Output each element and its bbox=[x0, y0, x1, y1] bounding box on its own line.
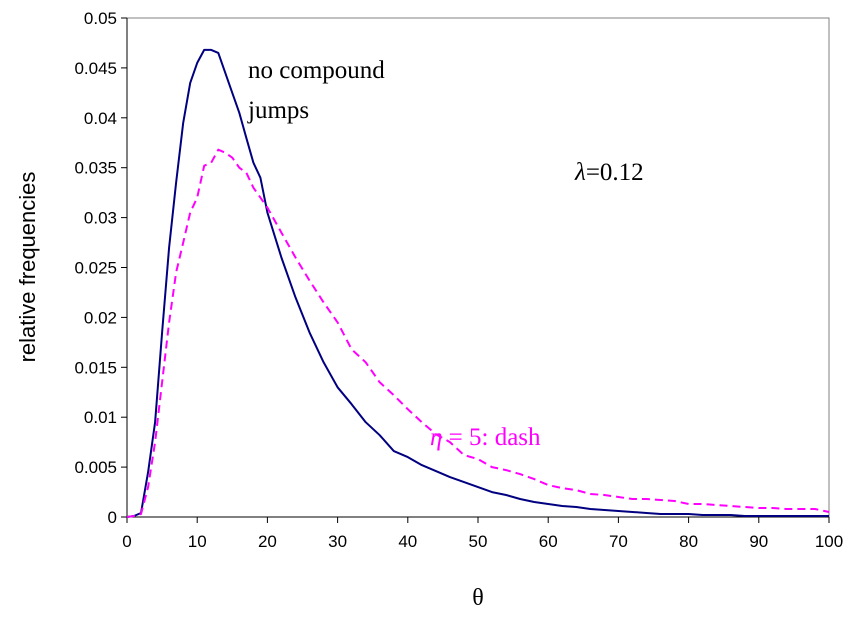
y-tick-label: 0.035 bbox=[74, 159, 117, 178]
y-tick-label: 0 bbox=[108, 508, 117, 527]
series-line-2 bbox=[126, 148, 830, 518]
x-tick-label: 90 bbox=[749, 532, 768, 551]
x-tick-label: 50 bbox=[469, 532, 488, 551]
y-tick-label: 0.045 bbox=[74, 59, 117, 78]
annotation-no-compound-line2: jumps bbox=[247, 97, 309, 124]
x-tick-label: 30 bbox=[328, 532, 347, 551]
series-line-1 bbox=[126, 48, 829, 518]
annotation-no-compound-line1: no compound bbox=[248, 57, 385, 84]
series-layer bbox=[126, 48, 830, 518]
y-ticks: 0 0.005 0.01 0.015 0.02 0.025 0.03 0.035 0.04 0.0… bbox=[74, 9, 127, 527]
y-tick-label: 0.025 bbox=[74, 259, 117, 278]
x-tick-label: 40 bbox=[398, 532, 417, 551]
annotation-eta-symbol: η bbox=[430, 424, 442, 451]
x-axis-title: θ bbox=[472, 585, 484, 611]
annotation-eta-text: = 5: dash bbox=[442, 424, 541, 451]
annotation-lambda-symbol: λ bbox=[574, 159, 586, 186]
annotation-lambda: λ=0.12 bbox=[574, 159, 644, 186]
x-tick-label: 10 bbox=[188, 532, 207, 551]
y-tick-label: 0.015 bbox=[74, 358, 117, 377]
y-axis-title: relative frequencies bbox=[15, 172, 40, 363]
y-tick-label: 0.05 bbox=[84, 9, 117, 28]
x-tick-label: 100 bbox=[815, 532, 843, 551]
y-tick-label: 0.04 bbox=[84, 109, 117, 128]
annotation-lambda-value: =0.12 bbox=[586, 159, 644, 186]
x-tick-label: 0 bbox=[122, 532, 131, 551]
x-ticks: 0 10 20 30 40 50 60 70 80 90 100 bbox=[122, 517, 843, 551]
y-tick-label: 0.01 bbox=[84, 408, 117, 427]
y-tick-label: 0.005 bbox=[74, 458, 117, 477]
x-tick-label: 70 bbox=[609, 532, 628, 551]
x-tick-label: 20 bbox=[258, 532, 277, 551]
x-tick-label: 60 bbox=[539, 532, 558, 551]
annotation-eta: η = 5: dash bbox=[430, 424, 541, 451]
y-tick-label: 0.03 bbox=[84, 209, 117, 228]
x-tick-label: 80 bbox=[679, 532, 698, 551]
y-tick-label: 0.02 bbox=[84, 308, 117, 327]
